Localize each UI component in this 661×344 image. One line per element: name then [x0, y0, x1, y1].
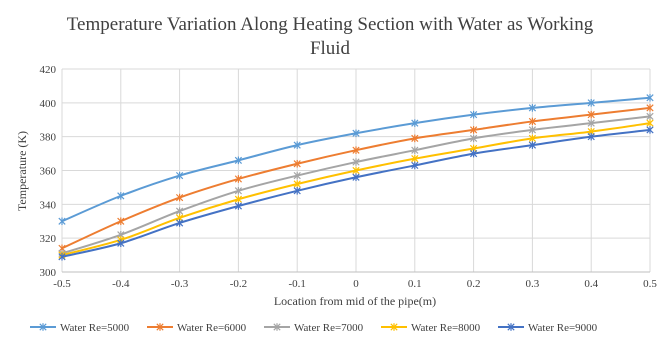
data-point-marker	[175, 193, 184, 202]
data-point-marker	[156, 323, 164, 331]
x-tick-label: -0.5	[53, 278, 71, 290]
data-point-marker	[293, 141, 301, 149]
data-point-marker	[352, 146, 360, 154]
data-point-marker	[646, 119, 654, 127]
data-point-marker	[234, 202, 243, 210]
data-point-marker	[587, 119, 595, 127]
x-tick-label: 0.2	[467, 278, 481, 290]
data-point-marker	[234, 175, 243, 183]
data-point-marker	[293, 171, 301, 180]
x-tick-label: 0.5	[643, 278, 657, 290]
data-point-marker	[273, 323, 281, 331]
data-point-marker	[646, 126, 654, 134]
legend-entry: Water Re=9000	[498, 322, 598, 334]
data-point-marker	[646, 93, 654, 102]
data-point-marker	[175, 171, 184, 180]
x-tick-label: -0.1	[288, 278, 305, 290]
data-point-marker	[234, 156, 243, 165]
data-point-marker	[528, 104, 537, 112]
data-point-marker	[117, 192, 125, 200]
x-tick-label: 0.1	[408, 278, 422, 290]
data-point-marker	[528, 117, 537, 126]
data-point-marker	[469, 134, 478, 143]
data-point-marker	[411, 119, 419, 127]
data-point-marker	[234, 187, 243, 195]
data-point-marker	[411, 146, 419, 154]
legend-label: Water Re=5000	[60, 322, 130, 334]
data-point-marker	[587, 132, 595, 141]
y-tick-label: 300	[40, 267, 57, 279]
x-tick-label: -0.2	[230, 278, 247, 290]
legend-label: Water Re=6000	[177, 322, 247, 334]
data-point-marker	[411, 161, 419, 170]
x-tick-label: -0.4	[112, 278, 130, 290]
data-point-marker	[528, 134, 537, 143]
y-tick-label: 340	[40, 199, 57, 211]
data-point-marker	[411, 154, 419, 163]
series	[58, 104, 654, 253]
x-axis-ticks: -0.5 -0.4 -0.3 -0.2 -0.1 0 0.1 0.2 0.3 0.4 0.5	[53, 278, 657, 290]
legend-entry: Water Re=6000	[147, 322, 247, 334]
data-point-marker	[528, 141, 537, 149]
y-tick-label: 360	[40, 166, 57, 178]
y-tick-label: 400	[40, 98, 57, 110]
data-point-marker	[352, 129, 360, 138]
legend-label: Water Re=8000	[411, 322, 481, 334]
series	[58, 119, 654, 259]
data-point-marker	[58, 217, 66, 226]
data-point-marker	[469, 110, 478, 119]
series	[58, 126, 654, 261]
data-point-marker	[352, 166, 360, 175]
x-tick-label: 0.3	[526, 278, 540, 290]
y-axis-ticks: 300 320 340 360 380 400 420	[40, 64, 57, 279]
data-point-marker	[411, 134, 419, 143]
data-point-marker	[507, 323, 515, 331]
chart-title-line-2: Fluid	[310, 38, 351, 59]
series	[58, 93, 654, 226]
data-point-marker	[469, 149, 478, 158]
x-tick-label: 0.4	[584, 278, 598, 290]
x-tick-label: 0	[353, 278, 359, 290]
data-point-marker	[469, 126, 478, 134]
data-point-marker	[293, 180, 301, 188]
x-tick-label: -0.3	[171, 278, 189, 290]
data-point-marker	[293, 159, 301, 168]
data-point-marker	[234, 195, 243, 204]
data-point-marker	[58, 252, 66, 261]
data-point-marker	[528, 126, 537, 134]
legend-label: Water Re=9000	[528, 322, 598, 334]
legend-entry: Water Re=7000	[264, 322, 364, 334]
data-point-marker	[117, 239, 125, 248]
data-point-marker	[646, 112, 654, 121]
series-lines	[58, 93, 654, 261]
y-tick-label: 380	[40, 132, 57, 144]
legend-label: Water Re=7000	[294, 322, 364, 334]
y-tick-label: 420	[40, 64, 57, 76]
y-axis-label: Temperature (K)	[15, 131, 29, 211]
chart-title-line-1: Temperature Variation Along Heating Sect…	[67, 14, 594, 35]
data-point-marker	[175, 219, 184, 227]
legend: Water Re=5000 Water Re=6000 Water Re=7000 W…	[30, 322, 598, 334]
data-point-marker	[390, 323, 398, 331]
legend-entry: Water Re=8000	[381, 322, 481, 334]
data-point-marker	[587, 99, 595, 107]
data-point-marker	[39, 323, 47, 331]
data-point-marker	[587, 110, 595, 119]
data-point-marker	[646, 104, 654, 112]
data-point-marker	[175, 207, 184, 215]
x-axis-label: Location from mid of the pipe(m)	[274, 294, 436, 308]
legend-entry: Water Re=5000	[30, 322, 130, 334]
data-point-marker	[352, 173, 360, 182]
data-point-marker	[117, 217, 125, 226]
y-tick-label: 320	[40, 233, 57, 245]
data-point-marker	[352, 158, 360, 166]
data-point-marker	[293, 187, 301, 195]
